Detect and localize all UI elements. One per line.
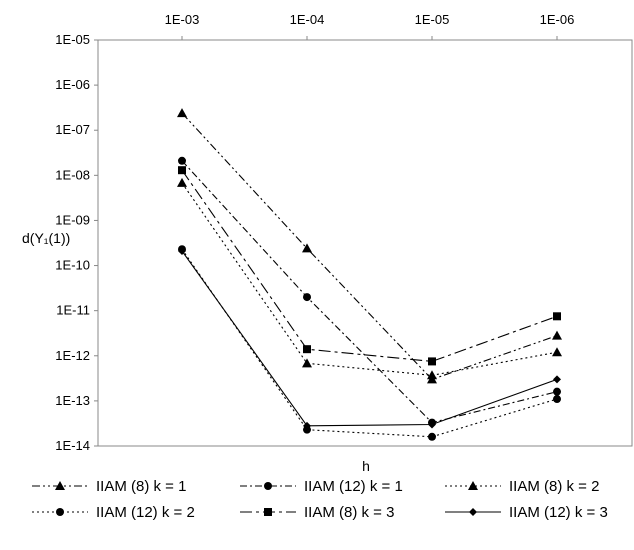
data-point <box>303 421 311 430</box>
y-tick-label: 1E-10 <box>55 258 90 273</box>
x-tick-label: 1E-03 <box>165 12 200 27</box>
legend-marker <box>55 481 65 490</box>
data-point <box>553 375 561 384</box>
series-2 <box>178 156 561 427</box>
data-point <box>428 420 436 429</box>
data-point <box>177 177 187 187</box>
series-line <box>181 250 558 427</box>
y-tick-label: 1E-12 <box>55 348 90 363</box>
legend-label: IIAM (8) k = 1 <box>96 478 186 495</box>
plot-area: 1E-05 1E-06 1E-07 1E-08 1E-09 1E-10 1E-11 1E-12… <box>55 12 633 453</box>
y-tick-label: 1E-13 <box>55 393 90 408</box>
data-point <box>177 108 187 118</box>
series-3 <box>177 177 562 380</box>
legend-marker <box>264 508 272 516</box>
series-4 <box>178 245 561 441</box>
data-point <box>178 156 186 165</box>
y-tick-label: 1E-08 <box>55 167 90 182</box>
legend-item: IIAM (8) k = 1 <box>32 478 186 495</box>
series-line <box>181 160 558 424</box>
data-point <box>428 357 436 366</box>
data-point <box>302 243 312 253</box>
data-point <box>553 312 561 321</box>
x-axis-label: h <box>362 458 370 474</box>
legend-marker <box>469 508 477 516</box>
data-point <box>553 387 561 396</box>
legend-item: IIAM (8) k = 2 <box>445 478 599 495</box>
plot-frame <box>97 39 633 447</box>
series-line <box>181 112 558 381</box>
legend-label: IIAM (8) k = 2 <box>509 478 599 495</box>
series-line <box>181 182 558 376</box>
legend-item: IIAM (8) k = 3 <box>240 504 394 521</box>
legend-label: IIAM (12) k = 3 <box>509 504 608 521</box>
data-point <box>552 347 562 357</box>
legend: IIAM (8) k = 1 IIAM (12) k = 1 IIAM (8) k … <box>32 478 608 521</box>
legend-item: IIAM (12) k = 2 <box>32 504 195 521</box>
legend-marker <box>264 482 272 490</box>
data-point <box>303 293 311 302</box>
series-5 <box>178 166 561 366</box>
x-tick-label: 1E-05 <box>415 12 450 27</box>
y-tick-label: 1E-09 <box>55 212 90 227</box>
data-point <box>553 395 561 404</box>
y-tick-label: 1E-06 <box>55 77 90 92</box>
data-point <box>427 370 437 380</box>
data-point <box>552 330 562 340</box>
y-tick-label: 1E-14 <box>55 438 90 453</box>
data-point <box>303 345 311 354</box>
legend-item: IIAM (12) k = 1 <box>240 478 403 495</box>
y-tick-label: 1E-11 <box>56 303 90 318</box>
x-tick-label: 1E-04 <box>290 12 325 27</box>
data-point <box>302 358 312 368</box>
data-point <box>178 247 186 256</box>
legend-label: IIAM (12) k = 2 <box>96 504 195 521</box>
series-line <box>181 248 558 438</box>
x-tick-label: 1E-06 <box>540 12 575 27</box>
y-tick-label: 1E-05 <box>55 32 90 47</box>
legend-item: IIAM (12) k = 3 <box>445 504 608 521</box>
series-6 <box>178 247 561 430</box>
y-axis-label: d(Y₁(1)) <box>22 230 70 246</box>
legend-label: IIAM (12) k = 1 <box>304 478 403 495</box>
series-line <box>181 169 558 362</box>
legend-marker <box>468 481 478 490</box>
legend-label: IIAM (8) k = 3 <box>304 504 394 521</box>
data-point <box>178 166 186 175</box>
data-point <box>428 432 436 441</box>
y-tick-label: 1E-07 <box>55 122 90 137</box>
legend-marker <box>56 508 64 516</box>
